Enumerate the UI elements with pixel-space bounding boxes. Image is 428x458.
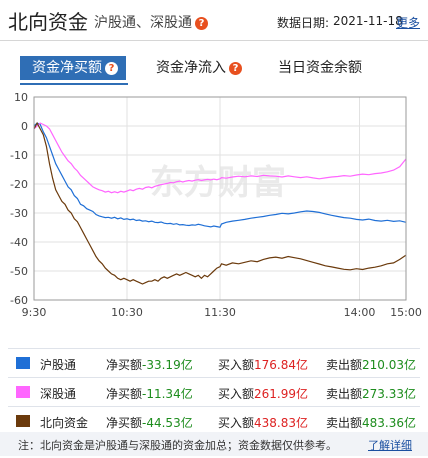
series-line-shanghai-connect [33,122,407,228]
sell-value: 210.03亿 [362,358,417,372]
header-divider [0,40,428,41]
series-name: 北向资金 [40,416,89,430]
series-name: 沪股通 [40,358,77,372]
x-tick-label: 9:30 [22,306,47,319]
date-value: 2021-11-18 [333,14,403,28]
footnote: 注：北向资金是沪股通与深股通的资金加总；资金数据仅供参考。 了解详细 [0,432,428,456]
tab-label: 资金净买额 [32,60,102,76]
sell-cell: 卖出额273.33亿 [326,385,416,402]
help-icon[interactable]: ? [195,16,208,30]
buy-label: 买入额 [218,387,255,401]
y-tick-label: -10 [10,149,28,162]
help-icon[interactable]: ? [229,61,242,75]
series-lines [33,121,407,285]
series-swatch [16,386,30,398]
buy-value: 176.84亿 [254,358,309,372]
series-line-shenzhen-connect [33,122,407,194]
net-buy-value: -44.53亿 [142,416,193,430]
y-tick-label: -30 [10,207,28,220]
more-link[interactable]: 更多 [396,16,421,30]
header: 北向资金 沪股通、深股通? 数据日期: 2021-11-18 更多 [0,0,428,40]
buy-label: 买入额 [218,358,255,372]
net-buy-cell: 净买额-33.19亿 [106,356,193,373]
page-subtitle: 沪股通、深股通? [94,12,208,32]
subtitle-text: 沪股通、深股通 [94,15,192,31]
buy-value: 438.83亿 [254,416,309,430]
y-tick-label: -20 [10,178,28,191]
legend-row: 深股通 净买额-11.34亿 买入额261.99亿 卖出额273.33亿 [8,378,420,407]
y-tick-label: -50 [10,265,28,278]
help-icon[interactable]: ? [105,61,118,75]
legend-table: 沪股通 净买额-33.19亿 买入额176.84亿 卖出额210.03亿 深股通… [8,348,420,436]
footnote-text: 注：北向资金是沪股通与深股通的资金加总；资金数据仅供参考。 [18,439,337,452]
plot-frame [33,96,407,301]
y-tick-label: 10 [14,91,28,104]
page-title: 北向资金 [8,10,88,34]
x-tick-label: 14:00 [344,306,376,319]
series-name: 深股通 [40,387,77,401]
y-tick-label: -40 [10,236,28,249]
sell-cell: 卖出额483.36亿 [326,414,416,431]
series-swatch [16,415,30,427]
net-buy-chart: 东方财富 100-10-20-30-40-50-60 9:30 10:30 11:3… [10,91,422,319]
series-line-northbound-total [33,121,407,285]
net-buy-label: 净买额 [106,387,143,401]
buy-label: 买入额 [218,416,255,430]
legend-row: 沪股通 净买额-33.19亿 买入额176.84亿 卖出额210.03亿 [8,349,420,378]
sell-value: 483.36亿 [362,416,417,430]
date-label: 数据日期: [277,16,330,30]
tab-bar: 资金净买额? 资金净流入? 当日资金余额 [0,56,428,85]
sell-value: 273.33亿 [362,387,417,401]
active-tab-indicator [20,83,128,85]
x-tick-label: 15:00 [390,306,422,319]
sell-cell: 卖出额210.03亿 [326,356,416,373]
learn-more-link[interactable]: 了解详细 [368,439,412,452]
tab-label: 资金净流入 [156,60,226,76]
tab-net-buy[interactable]: 资金净买额? [20,56,126,80]
series-swatch [16,357,30,369]
buy-cell: 买入额261.99亿 [218,385,308,402]
net-buy-cell: 净买额-11.34亿 [106,385,193,402]
net-buy-cell: 净买额-44.53亿 [106,414,193,431]
buy-cell: 买入额438.83亿 [218,414,308,431]
x-tick-label: 11:30 [204,306,236,319]
sell-label: 卖出额 [326,387,363,401]
buy-cell: 买入额176.84亿 [218,356,308,373]
tab-daily-balance[interactable]: 当日资金余额 [278,56,362,80]
legend-row: 北向资金 净买额-44.53亿 买入额438.83亿 卖出额483.36亿 [8,407,420,436]
x-axis: 9:30 10:30 11:30 14:00 15:00 [22,306,422,319]
y-tick-label: 0 [21,120,28,133]
buy-value: 261.99亿 [254,387,309,401]
sell-label: 卖出额 [326,358,363,372]
net-buy-value: -33.19亿 [142,358,193,372]
tab-label: 当日资金余额 [278,60,362,76]
net-buy-label: 净买额 [106,416,143,430]
net-buy-value: -11.34亿 [142,387,193,401]
y-tick-label: -60 [10,294,28,307]
tab-net-inflow[interactable]: 资金净流入? [156,56,242,80]
net-buy-label: 净买额 [106,358,143,372]
y-axis: 10 0 -10 -20 -30 -40 -50 -60 [10,91,28,307]
sell-label: 卖出额 [326,416,363,430]
x-tick-label: 10:30 [111,306,143,319]
